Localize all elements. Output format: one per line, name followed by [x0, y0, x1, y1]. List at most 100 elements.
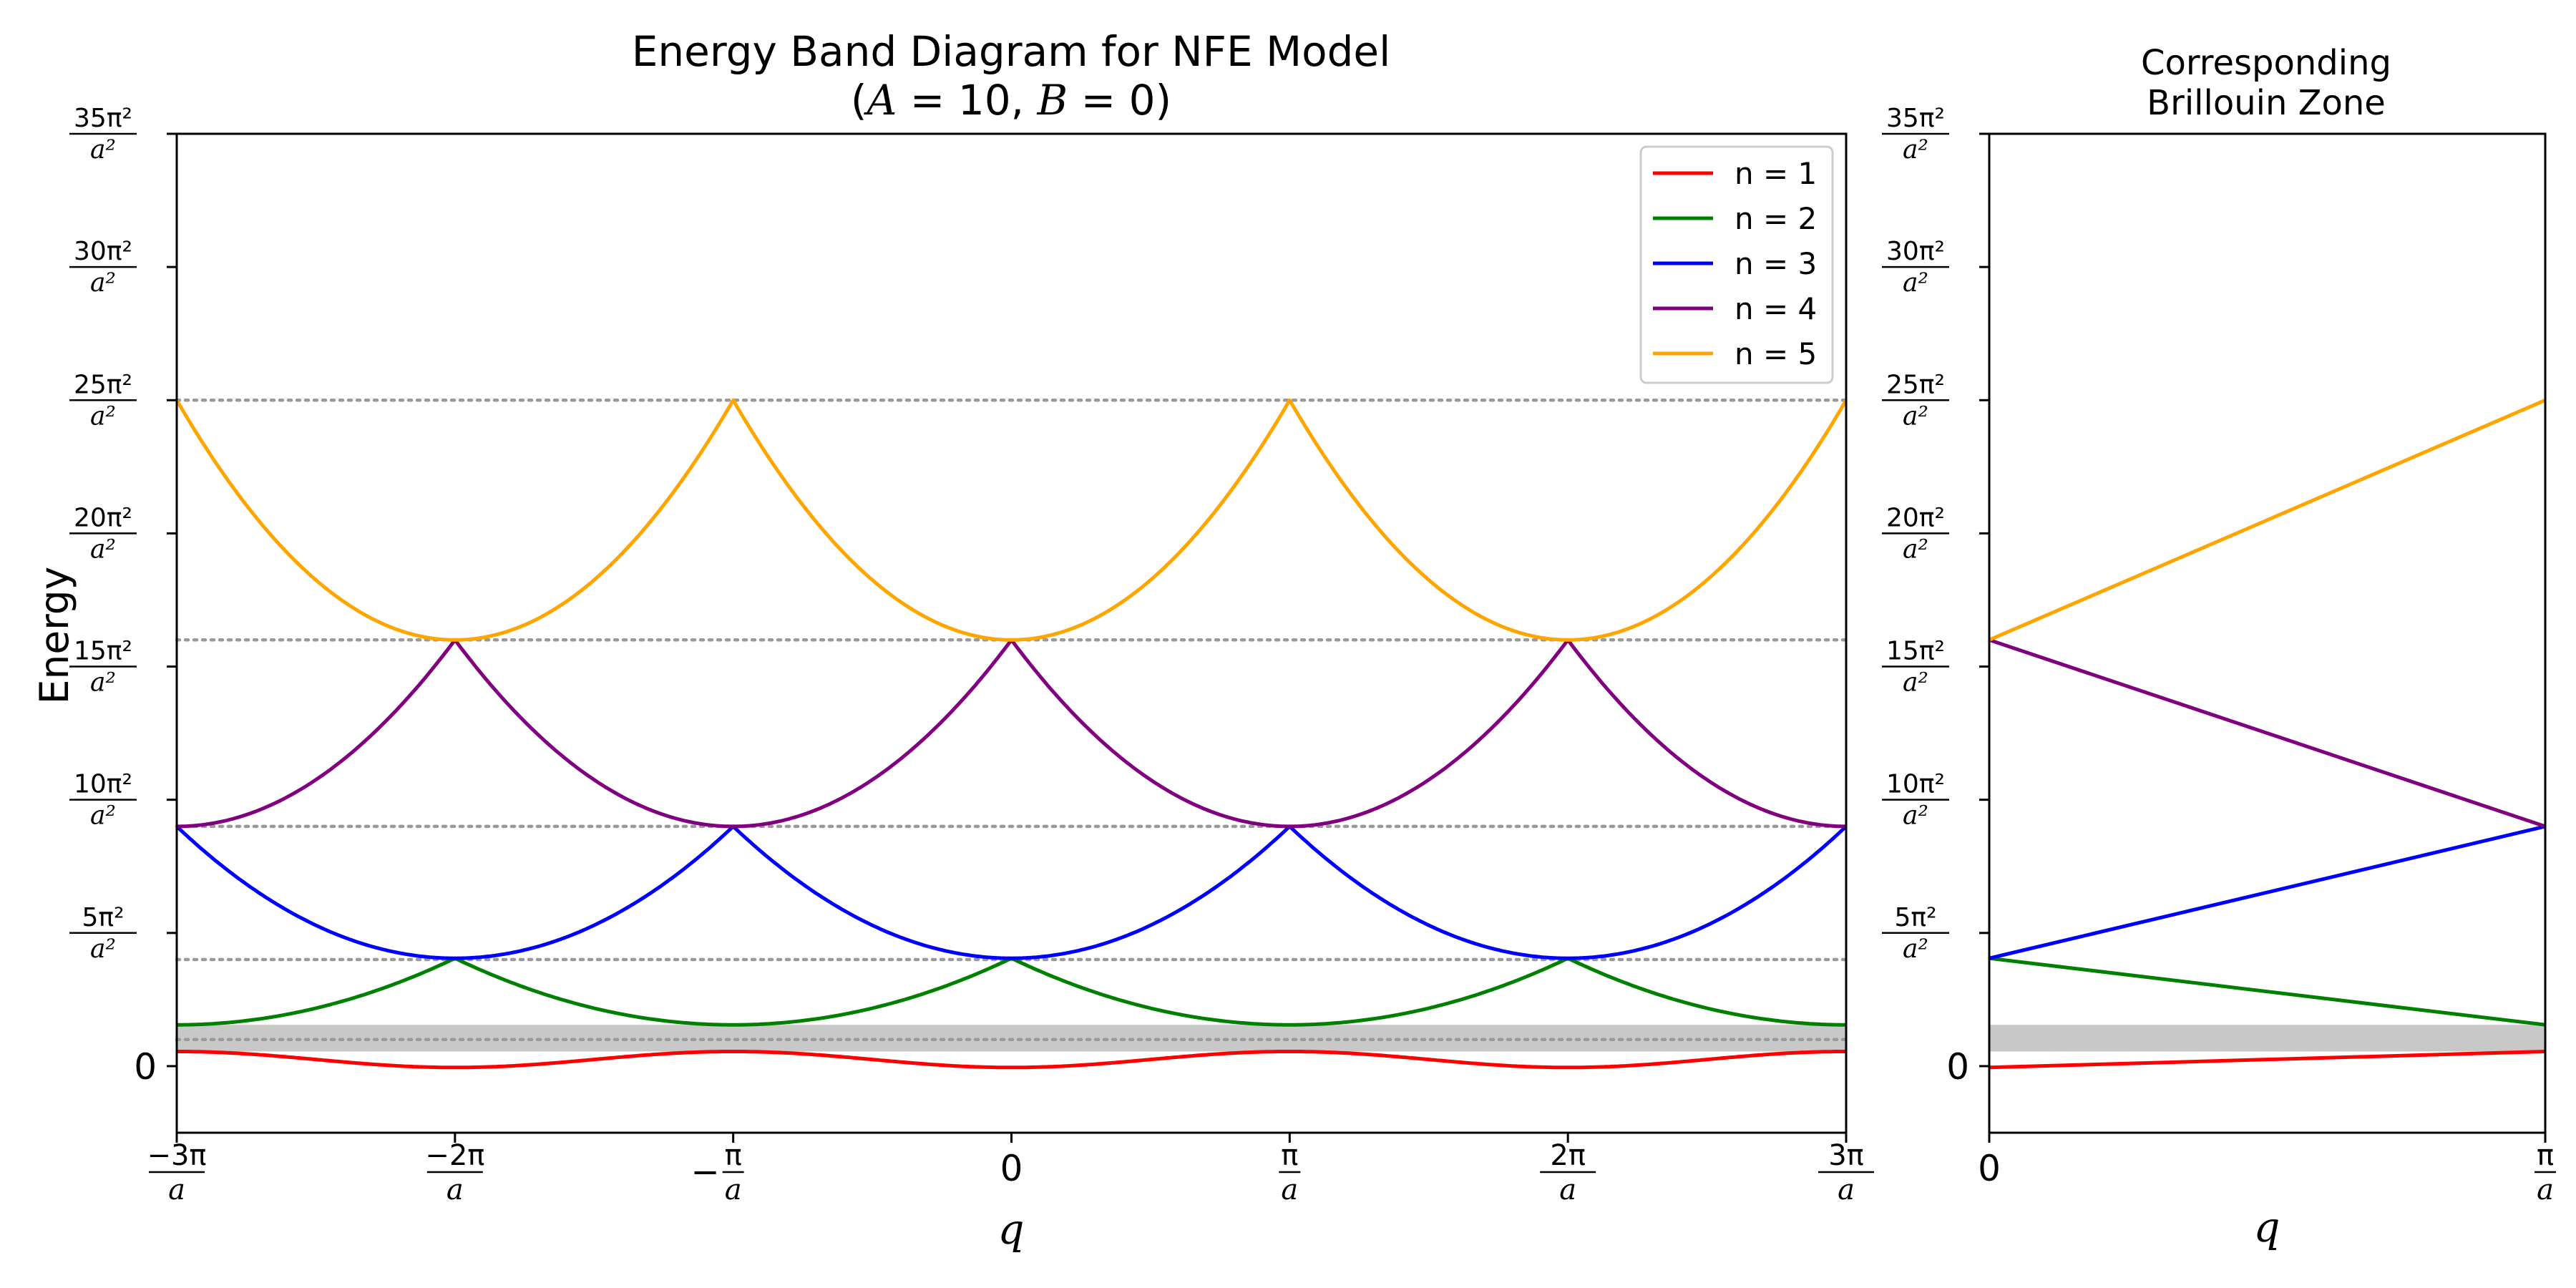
legend-label-n3: n = 3: [1735, 246, 1817, 281]
main-xtick-label-denominator: a: [1559, 1174, 1576, 1206]
main-ytick-label-numerator: 15π²: [74, 637, 132, 666]
main-xtick-label-numerator: −2π: [425, 1139, 484, 1172]
main-ytick-label-denominator: a²: [90, 401, 116, 431]
main-x-axis-label: q: [997, 1205, 1024, 1254]
main-chart-subtitle: (A = 10, B = 0): [851, 76, 1171, 125]
main-xtick-label: 0: [1000, 1148, 1023, 1189]
side-series-line-n4: [1989, 638, 2546, 829]
side-xtick-label: πa: [2534, 1139, 2556, 1206]
side-x-ticks: 0 πa: [1978, 1133, 2556, 1206]
main-xtick-label-numerator: π: [1281, 1139, 1298, 1172]
legend-label-n5: n = 5: [1735, 336, 1817, 371]
main-xtick-label: −3πa: [147, 1139, 206, 1206]
side-xtick-label: 0: [1978, 1148, 2001, 1189]
main-ytick-label-denominator: a²: [90, 268, 116, 298]
main-series-line-n1: [177, 1050, 1846, 1070]
side-ytick-label: 0: [1946, 1046, 1969, 1088]
legend-label-n1: n = 1: [1735, 156, 1817, 191]
subtitle-open: (: [851, 76, 867, 125]
side-gap-band-layer: [1989, 1025, 2545, 1052]
side-series-line-n1: [1989, 1050, 2546, 1070]
side-ytick-label-denominator: a²: [1903, 668, 1928, 698]
side-plot-frame: [1988, 132, 2547, 1134]
subtitle-a-symbol: A: [863, 76, 897, 125]
main-ytick-label-numerator: 10π²: [74, 770, 132, 799]
main-ytick-label-numerator: 20π²: [74, 503, 132, 532]
main-legend: n = 1 n = 2 n = 3 n = 4 n = 5: [1639, 145, 1834, 384]
main-ytick-label-denominator: a²: [90, 535, 116, 564]
side-ytick-label-numerator: 35π²: [1886, 104, 1945, 133]
main-ytick-label: 20π² a²: [69, 503, 137, 564]
side-ytick-label-denominator: a²: [1903, 268, 1928, 298]
main-xtick-sign: −: [691, 1152, 719, 1192]
main-xtick-label-denominator: a: [1838, 1174, 1855, 1206]
main-ytick-label-denominator: a²: [90, 668, 116, 698]
main-xtick-label: −2πa: [425, 1139, 484, 1206]
side-series-layer: [1989, 399, 2546, 1070]
side-series-line-n3: [1989, 824, 2546, 960]
side-ytick-label-denominator: a²: [1903, 535, 1928, 564]
side-chart-title-line-2: Brillouin Zone: [2147, 83, 2386, 123]
main-y-ticks: 05π²a²10π²a²15π²a²20π²a²25π²a²30π²a²35π²…: [69, 104, 177, 1088]
main-y-axis-label: Energy: [31, 567, 77, 705]
side-y-ticks: 05π²a²10π²a²15π²a²20π²a²25π²a²30π²a²35π²…: [1882, 104, 1989, 1088]
side-ytick-label-denominator: a²: [1903, 401, 1928, 431]
main-series-layer: [177, 398, 1846, 1070]
side-ytick-label-numerator: 25π²: [1886, 370, 1945, 399]
subtitle-a-text: = 10,: [897, 76, 1037, 125]
side-xtick-label-numerator: π: [2537, 1139, 2554, 1172]
side-ytick-label-denominator: a²: [1903, 135, 1928, 165]
legend-label-n4: n = 4: [1735, 291, 1817, 326]
side-chart-title-line-1: Corresponding: [2141, 43, 2391, 83]
side-ytick-label-denominator: a²: [1903, 801, 1928, 831]
side-ytick-label-numerator: 20π²: [1886, 503, 1945, 532]
legend-items: n = 1 n = 2 n = 3 n = 4 n = 5: [1653, 156, 1817, 371]
main-xtick-label-numerator: 3π: [1828, 1139, 1864, 1172]
side-ytick-label-denominator: a²: [1903, 935, 1928, 964]
main-ytick-label-numerator: 35π²: [74, 104, 132, 133]
main-xtick-label: πa: [1279, 1139, 1301, 1206]
subtitle-b-symbol: B: [1037, 76, 1068, 125]
main-xtick-label-numerator: 2π: [1550, 1139, 1586, 1172]
side-ytick-label-numerator: 10π²: [1886, 770, 1945, 799]
main-ytick-label-numerator: 5π²: [82, 903, 124, 932]
subtitle-b-text: = 0): [1068, 76, 1171, 125]
main-ytick-label-numerator: 25π²: [74, 370, 132, 399]
main-chart-title: Energy Band Diagram for NFE Model: [632, 27, 1390, 76]
main-ytick-label-denominator: a²: [90, 801, 116, 831]
side-gap-band: [1989, 1025, 2545, 1052]
legend-frame: [1639, 145, 1834, 384]
main-xtick-label-denominator: a: [725, 1174, 742, 1206]
main-ytick-label-denominator: a²: [90, 135, 116, 165]
main-ytick-label: 5π² a²: [69, 903, 137, 964]
main-ytick-label-denominator: a²: [90, 935, 116, 964]
side-ytick-label-numerator: 5π²: [1894, 903, 1936, 932]
side-series-line-n5: [1989, 399, 2546, 642]
side-xtick-label-denominator: a: [2537, 1174, 2554, 1206]
main-xtick-label-denominator: a: [1281, 1174, 1298, 1206]
main-series-line-n5: [177, 398, 1846, 642]
main-xtick-label: 3πa: [1818, 1139, 1874, 1206]
side-ytick-label-numerator: 15π²: [1886, 637, 1945, 666]
main-xtick-label-numerator: π: [725, 1139, 742, 1172]
side-ytick-label: 20π² a²: [1882, 503, 1949, 564]
main-xtick-label: πa−: [691, 1139, 744, 1206]
main-ytick-label: 0: [134, 1046, 157, 1088]
main-xtick-label-denominator: a: [447, 1174, 464, 1206]
side-x-axis-label: q: [2253, 1203, 2280, 1252]
main-ytick-label-numerator: 30π²: [74, 237, 132, 266]
side-ytick-label: 5π² a²: [1882, 903, 1949, 964]
